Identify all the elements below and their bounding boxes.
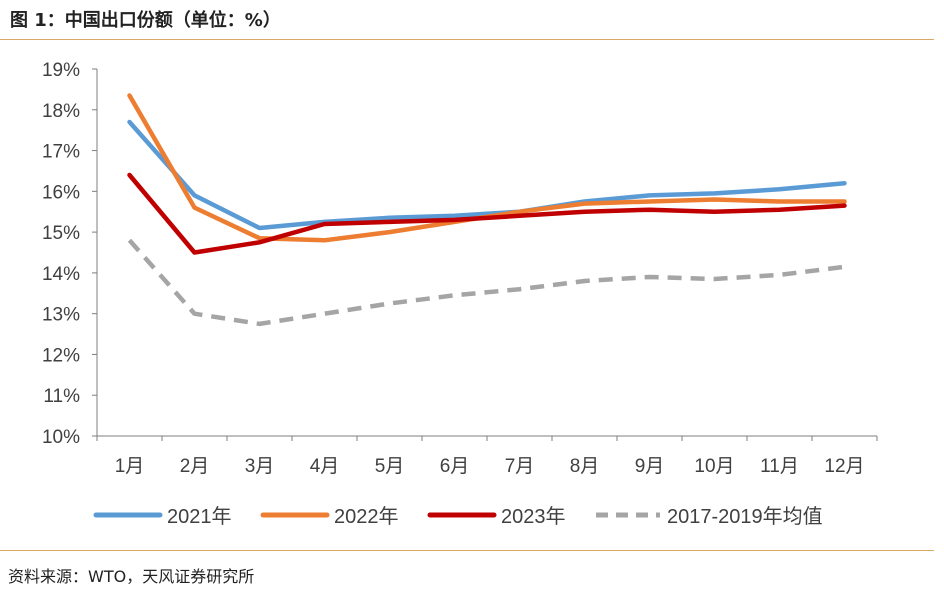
chart-title: 图 1：中国出口份额（单位：%） bbox=[10, 10, 281, 31]
x-tick-label: 4月 bbox=[310, 456, 340, 477]
y-tick-label: 11% bbox=[43, 386, 80, 407]
bottom-divider bbox=[0, 550, 934, 551]
y-tick-label: 14% bbox=[42, 264, 80, 285]
legend-label-3: 2017-2019年均值 bbox=[667, 505, 823, 528]
x-tick-label: 10月 bbox=[694, 456, 734, 477]
x-tick-label: 2月 bbox=[180, 456, 210, 477]
series-line-3 bbox=[127, 238, 845, 327]
y-tick-label: 18% bbox=[42, 101, 80, 122]
y-tick-label: 17% bbox=[42, 142, 80, 163]
legend-label-0: 2021年 bbox=[167, 505, 232, 528]
y-tick-label: 16% bbox=[42, 182, 80, 203]
x-tick-label: 11月 bbox=[760, 456, 799, 477]
y-tick-label: 19% bbox=[42, 60, 80, 81]
x-tick-label: 6月 bbox=[440, 456, 470, 477]
y-tick-label: 15% bbox=[42, 223, 80, 244]
x-tick-label: 12月 bbox=[824, 456, 864, 477]
y-tick-label: 12% bbox=[42, 345, 80, 366]
x-tick-label: 3月 bbox=[245, 456, 275, 477]
source-note: 资料来源：WTO，天风证券研究所 bbox=[8, 567, 255, 586]
axes: 10% 11% 12% 13% 14% 15% 16% 17% 18% 19% 1月 2月 3月 4月 5月… bbox=[42, 60, 878, 477]
y-tick-label: 13% bbox=[42, 305, 80, 326]
line-chart: 10% 11% 12% 13% 14% 15% 16% 17% 18% 19% 1月 2月 3月 4月 5月… bbox=[42, 60, 878, 528]
y-tick-label: 10% bbox=[42, 427, 80, 448]
x-tick-label: 7月 bbox=[505, 456, 535, 477]
series-lines bbox=[127, 93, 847, 327]
x-tick-label: 8月 bbox=[570, 456, 600, 477]
x-tick-label: 1月 bbox=[115, 456, 145, 477]
series-line-0 bbox=[127, 119, 847, 231]
x-tick-label: 9月 bbox=[635, 456, 665, 477]
legend-label-2: 2023年 bbox=[501, 505, 566, 528]
top-divider bbox=[0, 39, 934, 40]
series-line-2 bbox=[127, 172, 847, 255]
legend: 2021年 2022年 2023年 2017-2019年均值 bbox=[93, 505, 823, 528]
x-tick-label: 5月 bbox=[375, 456, 405, 477]
legend-label-1: 2022年 bbox=[334, 505, 399, 528]
